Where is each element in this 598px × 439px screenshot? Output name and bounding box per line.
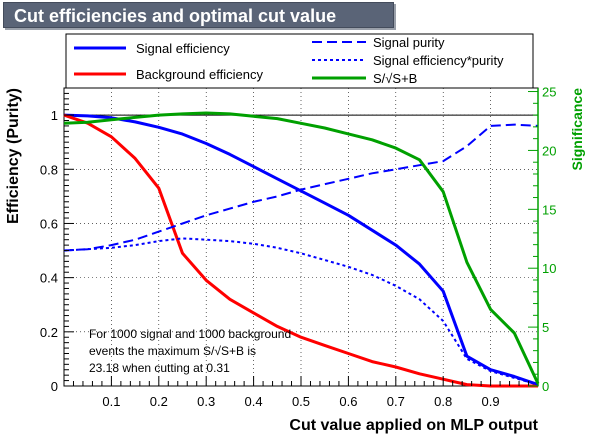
y-right-tick-label: 15 — [542, 202, 556, 217]
series-layer — [63, 111, 540, 388]
series-line-signal-efficiency — [63, 113, 539, 387]
x-tick-label: 0.6 — [339, 394, 357, 409]
grid-lines — [64, 88, 538, 387]
y-right-tick-label: 20 — [542, 143, 556, 158]
legend-label-signal-efficiency-purity: Signal efficiency*purity — [373, 53, 504, 68]
x-tick-label: 0.3 — [197, 394, 215, 409]
y-left-tick-label: 1 — [51, 108, 58, 123]
x-tick-label: 0.5 — [292, 394, 310, 409]
series-line-s-s-b — [63, 111, 540, 385]
annotation-line-3: 23.18 when cutting at 0.31 — [89, 361, 230, 375]
legend-box — [65, 33, 534, 89]
legend: Signal efficiency Background efficiency … — [65, 33, 534, 89]
annotation-line-1: For 1000 signal and 1000 background — [89, 327, 291, 341]
x-tick-label: 0.4 — [245, 394, 263, 409]
axes: 0.1 0.2 0.3 0.4 0.5 0.6 0.7 0.8 0.9 0 0.2 0.4 0.6 0.8… — [40, 85, 557, 409]
legend-label-signal-efficiency: Signal efficiency — [136, 41, 230, 56]
x-tick-label: 0.7 — [387, 394, 405, 409]
y-right-tick-label: 10 — [542, 261, 556, 276]
chart-title: Cut efficiencies and optimal cut value — [3, 2, 394, 28]
y-right-tick-label: 5 — [542, 320, 549, 335]
y-left-tick-label: 0.8 — [40, 162, 58, 177]
y-left-tick-label: 0.2 — [40, 325, 58, 340]
y-left-tick-label: 0 — [51, 379, 58, 394]
annotation: For 1000 signal and 1000 background even… — [89, 327, 291, 375]
x-tick-label: 0.1 — [102, 394, 120, 409]
series-line-background-efficiency — [63, 113, 538, 388]
annotation-line-2: events the maximum S/√S+B is — [89, 344, 256, 358]
series-line-signal-efficiency-purity — [63, 237, 539, 386]
x-axis-title: Cut value applied on MLP output — [289, 417, 538, 434]
y-right-tick-label: 0 — [542, 379, 549, 394]
series-line-signal-purity — [63, 123, 539, 252]
y-axis-right-title: Significance — [569, 88, 585, 171]
y-right-tick-label: 25 — [542, 85, 556, 100]
legend-label-background-efficiency: Background efficiency — [136, 67, 263, 82]
y-axis-left-title: Efficiency (Purity) — [5, 88, 22, 224]
x-tick-label: 0.2 — [150, 394, 168, 409]
legend-label-significance: S/√S+B — [373, 71, 417, 86]
y-left-tick-label: 0.6 — [40, 216, 58, 231]
y-left-tick-label: 0.4 — [40, 271, 58, 286]
x-tick-label: 0.8 — [434, 394, 452, 409]
x-tick-label: 0.9 — [482, 394, 500, 409]
legend-label-signal-purity: Signal purity — [373, 35, 445, 50]
